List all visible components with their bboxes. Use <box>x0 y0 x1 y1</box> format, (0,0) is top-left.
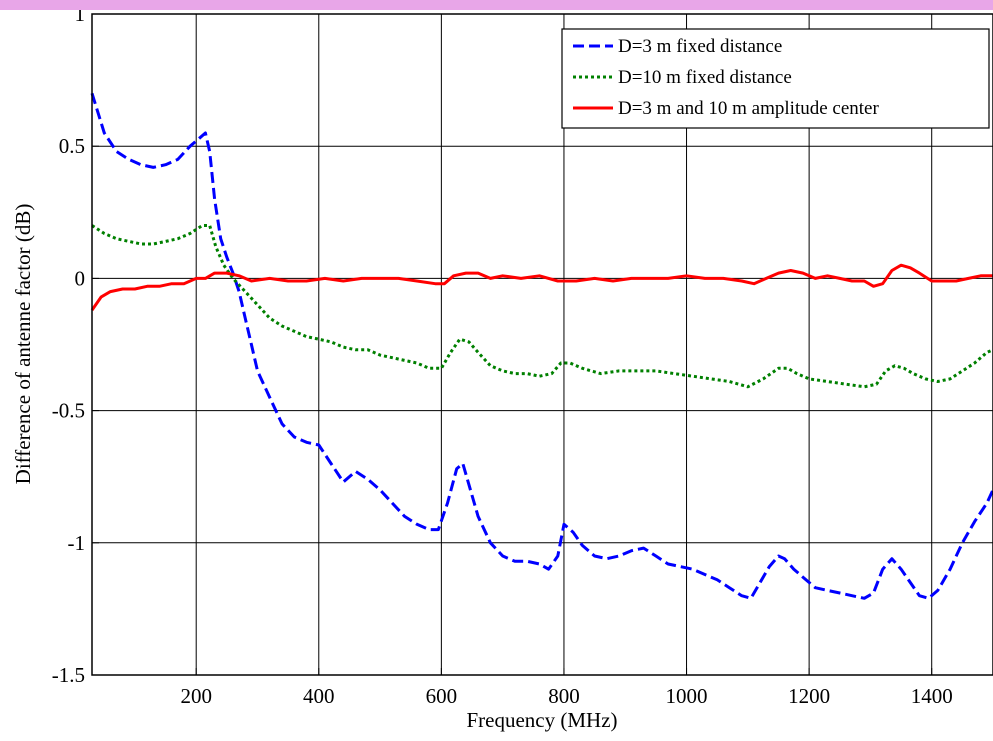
y-axis-ticks: -1.5 -1 -0.5 0 0.5 1 <box>52 2 99 687</box>
legend-box <box>561 28 990 129</box>
y-tick-label: -1 <box>68 531 86 555</box>
plot-frame <box>91 13 993 676</box>
y-tick-label: 0 <box>75 266 86 290</box>
x-tick-label: 600 <box>426 684 458 708</box>
x-tick-label: 1200 <box>788 684 830 708</box>
y-axis-label: Difference of antenne factor (dB) <box>11 204 35 485</box>
y-tick-label: -1.5 <box>52 663 85 687</box>
x-tick-label: 400 <box>303 684 335 708</box>
legend: D=3 m fixed distance D=10 m fixed distanc… <box>561 28 990 129</box>
x-axis-label: Frequency (MHz) <box>466 708 617 732</box>
legend-label-3: D=3 m and 10 m amplitude center <box>618 98 879 119</box>
series-line-3 <box>90 263 993 311</box>
y-tick-label: 0.5 <box>59 134 85 158</box>
series-line-1 <box>90 92 993 600</box>
y-tick-label: -0.5 <box>52 399 85 423</box>
series-layer <box>90 92 993 600</box>
legend-label-1: D=3 m fixed distance <box>618 36 782 57</box>
x-tick-label: 200 <box>180 684 212 708</box>
y-tick-label: 1 <box>75 2 86 26</box>
x-tick-label: 800 <box>548 684 580 708</box>
x-axis-ticks: 200 400 600 800 1000 1200 1400 <box>180 668 953 708</box>
top-banner <box>0 0 993 10</box>
x-tick-label: 1400 <box>911 684 953 708</box>
legend-label-2: D=10 m fixed distance <box>618 67 792 88</box>
x-tick-label: 1000 <box>666 684 708 708</box>
